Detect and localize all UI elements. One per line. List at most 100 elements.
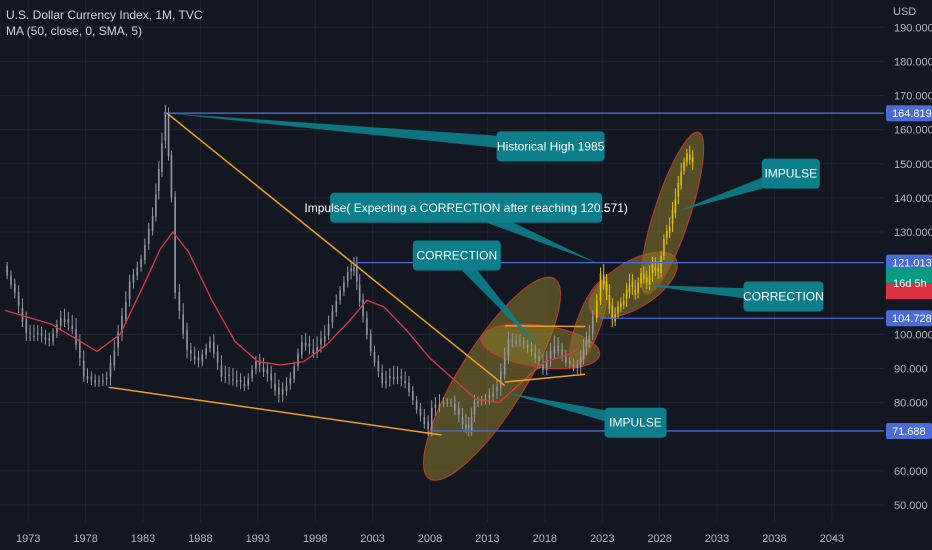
candle-body [335,300,338,313]
candle-body [71,325,74,330]
trendline [504,373,586,383]
candle-body [419,408,422,416]
price-axis-tick: 80.000 [894,398,928,410]
candle-body [538,355,540,362]
trendline [504,325,586,328]
time-axis-tick: 2013 [475,533,499,545]
candle-body [522,341,525,345]
candle-body [232,379,234,381]
candle-body [29,332,31,334]
candle-body [144,245,146,260]
price-tag-label: 71.688 [892,426,926,438]
candle-body [500,371,502,388]
candle-body [608,294,611,309]
candle-body [542,364,544,370]
candle-body [278,387,280,395]
candle-body [477,401,479,403]
candle-body [258,360,261,366]
candle-body [660,256,662,274]
candle-body [496,387,498,391]
candle-body [56,324,58,333]
candle-body [174,197,176,293]
candle-body [312,349,315,353]
candle-body [343,282,345,292]
time-axis-tick: 1973 [16,533,40,545]
candle-body [545,362,548,371]
candle-body [67,319,70,323]
candle-body [353,267,355,272]
candle-body [40,333,43,336]
candle-body [392,376,395,380]
candle-body [534,352,537,359]
price-tag: 71.688 [886,422,932,439]
symbol-title[interactable]: U.S. Dollar Currency Index, 1M, TVC [6,8,203,22]
chart-legend: U.S. Dollar Currency Index, 1M, TVC MA (… [6,7,203,39]
price-axis-tick: 60.000 [894,466,928,478]
candle-body [654,267,657,271]
candle-body [465,424,467,429]
candle-body [595,300,598,318]
candle-body [457,408,460,416]
price-axis-tick: 190.000 [894,22,932,34]
candle-body [369,334,372,352]
candle-body [677,182,680,197]
price-axis-tick: 150.000 [894,159,932,171]
candle-body [572,364,575,367]
price-axis-unit: USD [893,6,916,18]
price-axis-tick: 50.000 [894,500,928,512]
candle-body [434,404,437,408]
candle-body [671,209,674,224]
callout-box [743,281,824,312]
candle-body [323,335,326,342]
callout: CORRECTION [412,240,540,348]
candle-body [666,231,668,238]
candle-body [377,360,380,372]
price-tag-box [886,310,932,327]
price-tag-label: 164.819 [892,108,932,120]
candle-body [14,283,16,293]
indicator-label[interactable]: MA (50, close, 0, SMA, 5) [6,24,143,38]
candle-body [182,314,184,334]
candle-body [193,356,196,360]
candle-body [507,339,510,356]
candle-body [356,264,358,282]
current-price-tag: 16d 5h [886,267,932,300]
trendline [108,386,442,436]
time-axis-tick: 2023 [590,533,614,545]
candle-body [63,318,66,323]
candle-body [25,319,28,333]
candle-body [549,350,552,359]
candle-body [480,400,483,402]
candle-body [262,367,265,373]
moving-average-line [5,230,580,404]
price-tag-label: 104.728 [892,313,932,325]
candle-body [228,374,230,376]
candle-body [157,168,160,192]
candle-body [438,403,441,408]
candle-body [266,369,269,374]
candle-body [411,390,414,400]
candle-body [6,266,8,276]
candle-body [467,424,470,429]
candle-body [350,268,352,272]
candle-body [251,369,253,378]
candle-body [657,268,659,272]
candle-body [320,338,322,345]
callout: IMPULSE [676,158,820,212]
candle-body [663,238,665,256]
callout-box [412,240,501,271]
candle-body [235,379,238,383]
time-axis [0,522,932,550]
callout: IMPULSE [504,392,667,438]
callout-label: IMPULSE [764,167,817,181]
candle-body [124,301,127,319]
candle-body [17,292,20,306]
candle-body [473,401,476,416]
candle-body [404,381,406,384]
time-axis-tick: 2028 [647,533,671,545]
candle-body [339,290,341,300]
candle-body [530,348,533,352]
callout-pointer [167,113,552,154]
current-price-bottom [886,283,932,300]
